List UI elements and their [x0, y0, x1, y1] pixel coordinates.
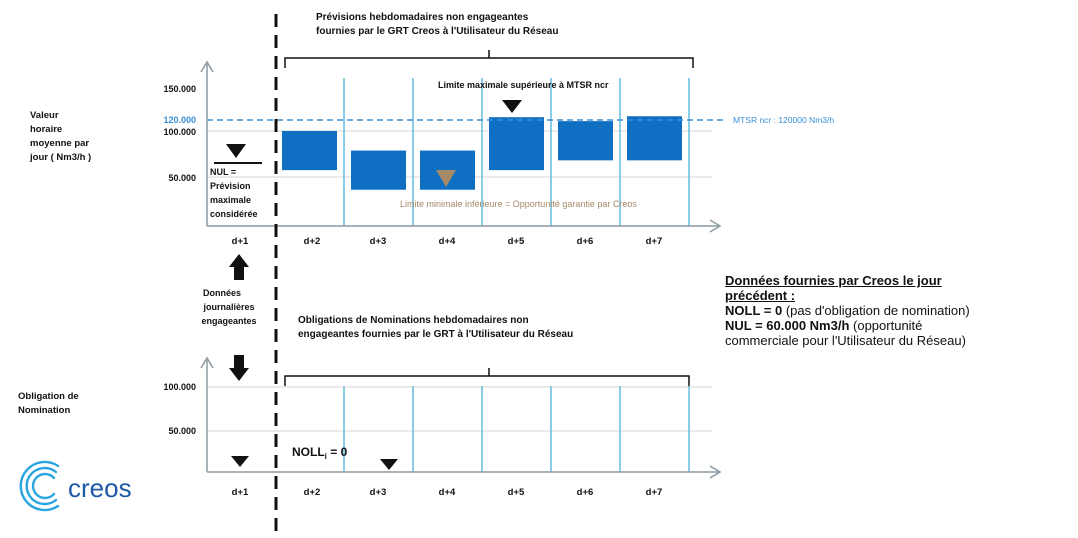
creos-logo-mark [19, 460, 60, 512]
top-xtick: d+7 [646, 236, 663, 247]
noll-triangle-d1 [231, 456, 249, 467]
top-xtick: d+1 [232, 236, 249, 247]
nul-text: NUL = [210, 167, 236, 177]
top-day-lines [343, 78, 690, 226]
noll-triangle-d3 [380, 459, 398, 470]
daily-data-text: Données [203, 288, 241, 298]
bottom-header-line1: Obligations de Nominations hebdomadaires… [298, 315, 529, 326]
bottom-xticks: d+1 d+2 d+3 d+4 d+5 d+6 d+7 [232, 487, 663, 498]
range-bar-d7 [627, 116, 682, 161]
arrow-up-icon [229, 254, 249, 280]
right-panel-line-2: NUL = 60.000 Nm3/h (opportunité [725, 318, 1075, 333]
top-xtick: d+2 [304, 236, 321, 247]
daily-data-text: journalières [202, 302, 254, 312]
top-ytick: 150.000 [163, 84, 196, 94]
limit-max-label: Limite maximale supérieure à MTSR ncr [438, 80, 609, 90]
limit-max-triangle [502, 100, 522, 113]
top-ylabel-line: horaire [30, 124, 62, 135]
range-bar-d6 [558, 121, 613, 161]
range-bar-d2 [282, 130, 337, 171]
bottom-xtick: d+7 [646, 487, 663, 498]
bottom-ylabel-line: Obligation de [18, 391, 79, 402]
top-x-axis-arrow [709, 219, 722, 233]
noll-bold: NOLL = 0 [725, 303, 783, 318]
right-panel-line-1: NOLL = 0 (pas d'obligation de nomination… [725, 303, 1075, 318]
top-ytick: 50.000 [168, 173, 196, 183]
top-y-axis-arrow [200, 60, 214, 73]
noll-label: NOLLi = 0 [292, 445, 348, 461]
nul-text: Prévision [210, 181, 251, 191]
nul-text: maximale [210, 195, 251, 205]
bottom-day-lines [343, 386, 690, 472]
top-ylabel-line: Valeur [30, 110, 59, 121]
top-xtick: d+3 [370, 236, 387, 247]
nul-triangle [226, 144, 246, 158]
top-header-line1: Prévisions hebdomadaires non engageantes [316, 12, 529, 23]
bottom-xtick: d+2 [304, 487, 321, 498]
bottom-x-axis-arrow [709, 465, 722, 479]
nul-bold: NUL = 60.000 Nm3/h [725, 318, 850, 333]
right-panel-heading-1: Données fournies par Creos le jour [725, 273, 942, 288]
top-bars [282, 116, 682, 190]
bottom-xtick: d+3 [370, 487, 387, 498]
right-panel: Données fournies par Creos le jour précé… [725, 273, 1075, 348]
top-chart: Prévisions hebdomadaires non engageantes… [29, 12, 834, 247]
top-ylabel-line: jour ( Nm3/h ) [29, 152, 91, 163]
mtsr-label: MTSR ncr : 120000 Nm3/h [733, 115, 834, 125]
bottom-y-axis-arrow [200, 356, 214, 369]
arrow-down-icon [229, 355, 249, 381]
daily-data-text: engageantes [201, 316, 256, 326]
bottom-xtick: d+4 [439, 487, 456, 498]
bottom-xtick: d+6 [577, 487, 594, 498]
range-bar-d3 [351, 150, 406, 190]
top-xticks: d+1 d+2 d+3 d+4 d+5 d+6 d+7 [232, 236, 663, 247]
limit-min-label: Limite minimale inférieure = Opportunité… [400, 199, 637, 209]
top-xtick: d+5 [508, 236, 525, 247]
bottom-xtick: d+5 [508, 487, 525, 498]
daily-data-group: Données journalières engageantes [201, 254, 257, 381]
top-xtick: d+4 [439, 236, 456, 247]
top-xtick: d+6 [577, 236, 594, 247]
nul-text: considérée [210, 209, 258, 219]
bottom-chart: Obligations de Nominations hebdomadaires… [18, 315, 722, 498]
bottom-ytick: 100.000 [163, 382, 196, 392]
bottom-ylabel-line: Nomination [18, 405, 70, 416]
limit-min-triangle [436, 170, 456, 187]
top-ylabel-line: moyenne par [30, 138, 89, 149]
top-ytick: 120.000 [163, 115, 196, 125]
range-bar-d5 [489, 117, 544, 171]
bottom-header-line2: engageantes fournies par le GRT à l'Util… [298, 329, 573, 340]
top-ytick: 100.000 [163, 127, 196, 137]
bottom-bracket [284, 375, 690, 386]
nul-desc: (opportunité [849, 318, 923, 333]
top-bracket [284, 57, 694, 68]
right-panel-heading-2: précédent : [725, 288, 796, 303]
bottom-xtick: d+1 [232, 487, 249, 498]
creos-logo: creos [19, 460, 132, 512]
creos-logo-text: creos [68, 473, 132, 503]
bottom-ytick: 50.000 [168, 426, 196, 436]
noll-desc: (pas d'obligation de nomination) [782, 303, 970, 318]
right-panel-line-3: commerciale pour l'Utilisateur du Réseau… [725, 333, 966, 348]
top-header-line2: fournies par le GRT Creos à l'Utilisateu… [316, 26, 558, 37]
top-ylabel: Valeur horaire moyenne par jour ( Nm3/h … [29, 110, 91, 163]
